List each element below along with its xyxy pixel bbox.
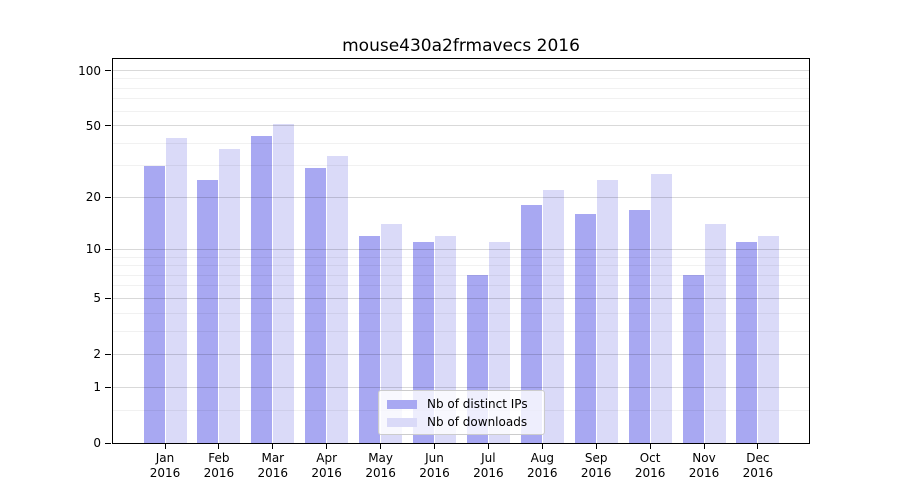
legend-entry-distinct-ips: Nb of distinct IPs	[385, 396, 538, 412]
legend-swatch-distinct-ips	[387, 399, 417, 409]
y-tick-label-50: 50	[85, 118, 101, 133]
x-tick-label-jun: Jun 2016	[419, 451, 450, 480]
x-tick-label-jul: Jul 2016	[473, 451, 504, 480]
bar-sep-downloads	[596, 180, 618, 443]
gridline-60	[113, 110, 809, 112]
bar-dec-distinct-ips	[736, 242, 758, 443]
gridline-1	[113, 386, 809, 388]
y-tick-20	[105, 196, 111, 198]
bar-feb-distinct-ips	[197, 180, 219, 443]
y-tick-label-1: 1	[93, 380, 101, 395]
x-tick-label-jan: Jan 2016	[149, 451, 181, 480]
y-tick-label-20: 20	[85, 190, 101, 205]
y-tick-5	[105, 297, 111, 299]
gridline-50	[113, 125, 809, 127]
bar-sep-distinct-ips	[574, 214, 596, 443]
gridline-3	[113, 330, 809, 332]
gridline-7	[113, 274, 809, 276]
x-tick-jun	[434, 444, 435, 449]
x-tick-feb	[218, 444, 220, 449]
bar-apr-downloads	[327, 156, 349, 443]
y-tick-50	[105, 125, 111, 127]
legend-label-downloads: Nb of downloads	[427, 415, 528, 429]
bar-mar-distinct-ips	[251, 135, 273, 443]
x-tick-label-apr: Apr 2016	[311, 451, 342, 480]
chart-title: mouse430a2frmavecs 2016	[342, 36, 580, 56]
x-tick-dec	[757, 444, 759, 449]
gridline-2	[113, 353, 809, 355]
y-tick-label-5: 5	[93, 291, 101, 306]
y-tick-0	[105, 442, 111, 444]
y-tick-10	[105, 248, 111, 250]
y-tick-label-100: 100	[78, 63, 101, 78]
x-tick-label-oct: Oct 2016	[634, 451, 666, 480]
legend-swatch-downloads	[387, 417, 417, 427]
x-tick-aug	[541, 444, 543, 449]
legend-entry-downloads: Nb of downloads	[385, 414, 538, 430]
x-tick-sep	[595, 444, 597, 449]
gridline-10	[113, 248, 809, 250]
y-tick-1	[105, 386, 111, 388]
y-tick-label-10: 10	[85, 242, 101, 257]
bar-may-downloads	[381, 224, 403, 443]
gridline-20	[113, 196, 809, 198]
bar-oct-distinct-ips	[628, 209, 650, 443]
bar-mar-downloads	[273, 124, 295, 443]
x-tick-label-nov: Nov 2016	[688, 451, 720, 480]
x-tick-jul	[487, 444, 489, 449]
x-tick-mar	[272, 444, 274, 449]
x-tick-label-mar: Mar 2016	[257, 451, 289, 480]
y-tick-label-2: 2	[93, 347, 101, 362]
x-tick-label-sep: Sep 2016	[580, 451, 612, 480]
bar-dec-downloads	[758, 235, 780, 443]
x-tick-oct	[649, 444, 651, 449]
gridline-4	[113, 312, 809, 314]
x-tick-label-dec: Dec 2016	[742, 451, 774, 480]
gridline-6	[113, 285, 809, 287]
x-tick-nov	[703, 444, 705, 449]
bar-may-distinct-ips	[359, 235, 381, 443]
bar-aug-downloads	[542, 189, 564, 443]
gridline-90	[113, 78, 809, 80]
x-tick-label-may: May 2016	[365, 451, 396, 480]
legend: Nb of distinct IPs Nb of downloads	[378, 390, 545, 435]
gridline-8	[113, 265, 809, 267]
bar-nov-downloads	[704, 224, 726, 443]
bar-aug-distinct-ips	[520, 205, 542, 443]
gridline-80	[113, 87, 809, 89]
x-tick-may	[380, 444, 382, 449]
gridline-70	[113, 98, 809, 100]
bar-jan-distinct-ips	[143, 165, 165, 443]
x-tick-label-feb: Feb 2016	[203, 451, 235, 480]
gridline-30	[113, 165, 809, 167]
legend-label-distinct-ips: Nb of distinct IPs	[427, 397, 528, 411]
bar-oct-downloads	[650, 174, 672, 443]
bar-nov-distinct-ips	[682, 275, 704, 443]
y-tick-2	[105, 353, 111, 355]
gridline-5	[113, 297, 809, 299]
x-tick-label-aug: Aug 2016	[527, 451, 558, 480]
bar-jan-downloads	[165, 137, 187, 443]
gridline-100	[113, 70, 809, 71]
gridline-40	[113, 142, 809, 144]
gridline-9	[113, 256, 809, 258]
plot-area	[112, 58, 810, 444]
bar-feb-downloads	[219, 149, 241, 443]
y-tick-label-0: 0	[93, 436, 101, 450]
y-tick-100	[105, 70, 111, 71]
x-tick-apr	[326, 444, 328, 449]
bar-apr-distinct-ips	[305, 168, 327, 443]
x-tick-jan	[164, 444, 166, 449]
